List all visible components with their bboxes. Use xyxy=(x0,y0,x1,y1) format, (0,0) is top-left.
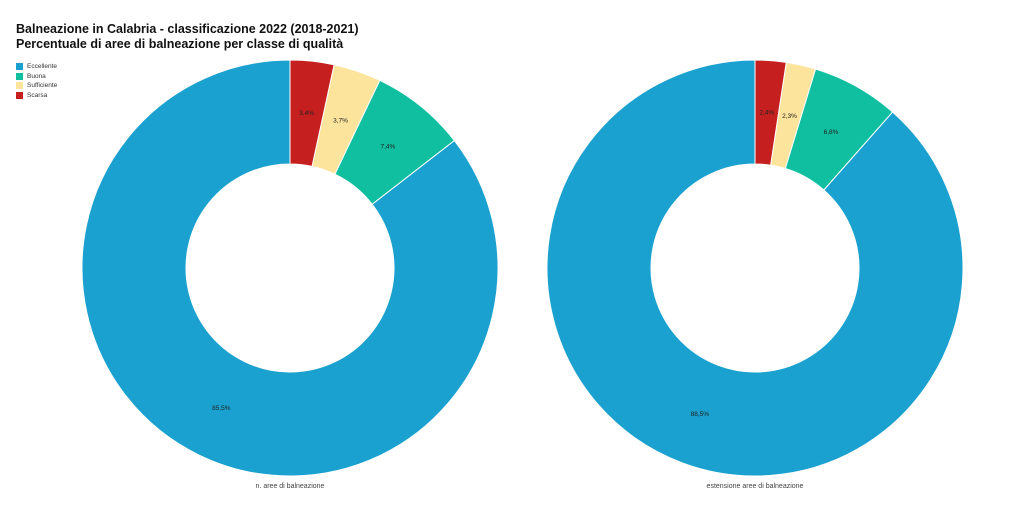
slice-buona-chart-2[interactable] xyxy=(784,68,894,191)
slice-sufficiente-chart-1[interactable] xyxy=(311,64,381,175)
slice-label-scarsa-chart-2: 2,4% xyxy=(759,109,774,116)
slice-scarsa-chart-1[interactable] xyxy=(289,59,335,167)
slice-label-buona-chart-1: 7,4% xyxy=(381,144,396,151)
legend-swatch-scarsa xyxy=(16,91,23,99)
donut-chart-2: 88,5% 6,8% 2,3% 2,4% estensione aree di baln… xyxy=(546,59,964,490)
legend-item-eccellente[interactable]: Eccellente xyxy=(16,62,57,71)
slice-eccellente-chart-1[interactable] xyxy=(81,59,499,477)
legend-item-sufficiente[interactable]: Sufficiente xyxy=(16,81,57,90)
chart-caption-2: estensione aree di balneazione xyxy=(707,483,804,490)
slice-buona-chart-1[interactable] xyxy=(334,79,456,205)
slice-label-buona-chart-2: 6,8% xyxy=(824,129,839,136)
legend: Eccellente Buona Sufficiente Scarsa xyxy=(16,62,57,100)
chart-caption-1: n. aree di balneazione xyxy=(256,483,325,490)
legend-label-sufficiente: Sufficiente xyxy=(27,82,58,89)
legend-swatch-sufficiente xyxy=(16,82,23,89)
chart-subtitle: Percentuale di aree di balneazione per c… xyxy=(16,37,344,51)
slice-label-sufficiente-chart-1: 3,7% xyxy=(333,117,348,124)
slice-label-eccellente-chart-1: 85,5% xyxy=(212,405,231,412)
legend-label-eccellente: Eccellente xyxy=(27,63,57,70)
chart-title: Balneazione in Calabria - classificazion… xyxy=(16,22,359,36)
legend-item-scarsa[interactable]: Scarsa xyxy=(16,91,57,100)
slice-label-sufficiente-chart-2: 2,3% xyxy=(782,113,797,120)
chart-header: Balneazione in Calabria - classificazion… xyxy=(16,22,359,52)
legend-swatch-buona xyxy=(16,72,23,80)
legend-label-scarsa: Scarsa xyxy=(27,91,48,99)
legend-label-buona: Buona xyxy=(27,72,46,80)
slice-sufficiente-chart-2[interactable] xyxy=(770,61,817,170)
slice-scarsa-chart-2[interactable] xyxy=(754,59,787,166)
slice-label-scarsa-chart-1: 3,4% xyxy=(299,110,314,117)
legend-item-buona[interactable]: Buona xyxy=(16,72,57,81)
legend-swatch-eccellente xyxy=(16,63,23,70)
slice-eccellente-chart-2[interactable] xyxy=(546,59,964,477)
slice-label-eccellente-chart-2: 88,5% xyxy=(691,411,710,418)
donut-chart-1: 85,5% 7,4% 3,7% 3,4% n. aree di balneazione xyxy=(81,59,499,490)
